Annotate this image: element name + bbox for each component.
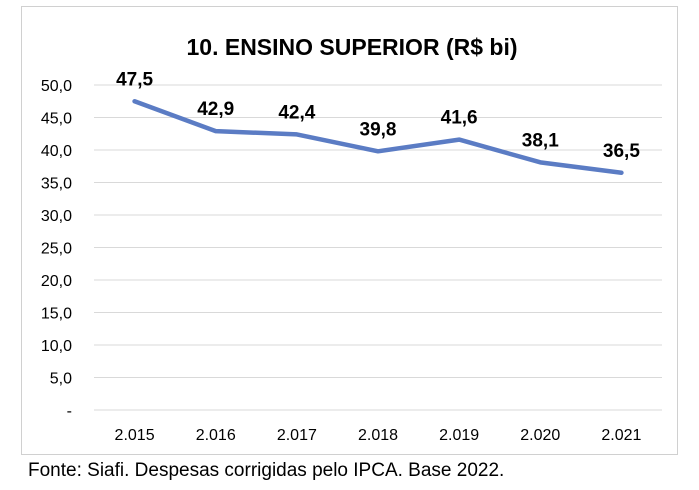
x-tick-label: 2.016 [196,427,236,444]
y-axis-ticks: - 5,0 10,0 15,0 20,0 25,0 30,0 35,0 40,0 45,0 50,0 [41,78,72,420]
chart-title: 10. ENSINO SUPERIOR (R$ bi) [186,34,517,60]
x-tick-label: 2.020 [520,427,560,444]
y-tick-label: 30,0 [41,208,72,225]
y-tick-label: 25,0 [41,241,72,258]
y-tick-label: 45,0 [41,111,72,128]
x-tick-label: 2.015 [115,427,155,444]
y-tick-label: 40,0 [41,143,72,160]
y-tick-label: - [67,403,72,420]
chart-frame [21,6,678,455]
y-tick-label: 35,0 [41,176,72,193]
data-label: 47,5 [116,69,153,90]
y-tick-label: 20,0 [41,273,72,290]
y-tick-label: 50,0 [41,78,72,95]
data-label: 42,9 [197,99,234,120]
data-label: 39,8 [360,119,397,140]
y-tick-label: 5,0 [50,371,72,388]
data-label: 36,5 [603,141,640,162]
data-label: 42,4 [278,102,315,123]
x-tick-label: 2.021 [601,427,641,444]
x-tick-label: 2.019 [439,427,479,444]
data-label: 38,1 [522,130,559,151]
y-tick-label: 15,0 [41,306,72,323]
x-axis-ticks: 2.015 2.016 2.017 2.018 2.019 2.020 2.021 [115,427,642,444]
data-label: 41,6 [441,108,478,129]
x-tick-label: 2.018 [358,427,398,444]
x-tick-label: 2.017 [277,427,317,444]
series-line [132,99,624,175]
source-caption: Fonte: Siafi. Despesas corrigidas pelo I… [28,460,505,481]
y-tick-label: 10,0 [41,338,72,355]
series-line-layer [132,99,624,175]
data-label-layer: 47,5 42,9 42,4 39,8 41,6 38,1 36,5 [116,69,640,162]
